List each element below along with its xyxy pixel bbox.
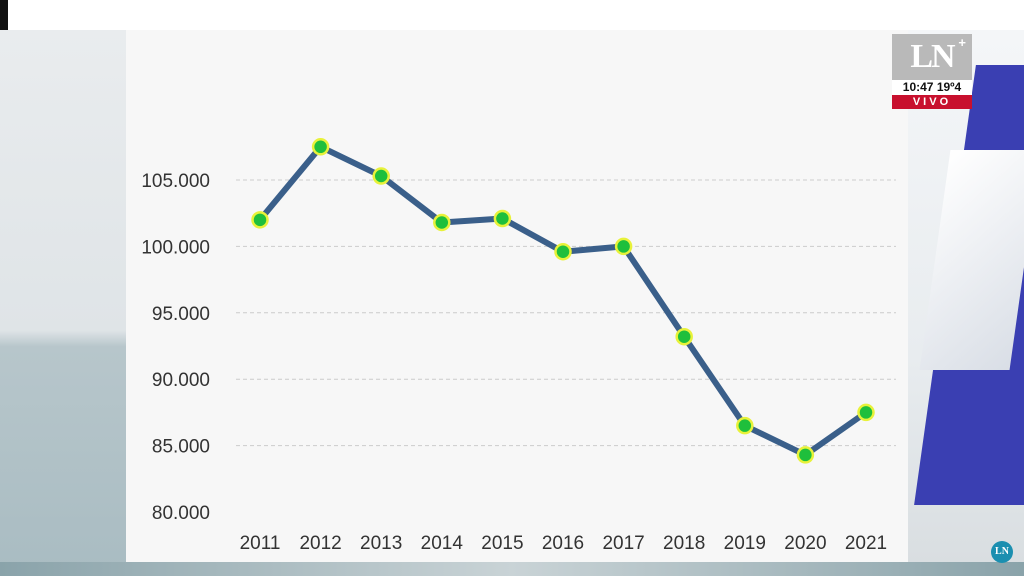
x-tick-label: 2011 [240, 533, 281, 554]
series-line [257, 143, 869, 458]
series-markers [251, 138, 875, 464]
data-point [796, 446, 815, 464]
y-tick-label: 85.000 [152, 437, 210, 458]
x-tick-label: 2012 [299, 533, 341, 554]
x-tick-label: 2020 [784, 533, 826, 554]
top-bar-edge [0, 0, 8, 30]
clock-time: 10:47 [902, 80, 934, 94]
data-point [736, 416, 754, 435]
studio-light-panel [919, 150, 1024, 370]
bottom-strip [0, 562, 1024, 576]
x-tick-label: 2018 [663, 533, 705, 554]
x-tick-label: 2015 [481, 533, 523, 554]
x-tick-label: 2014 [421, 533, 464, 554]
data-point [372, 167, 390, 185]
temperature: 19º4 [936, 80, 962, 94]
channel-logo-text: LN [910, 38, 955, 75]
x-tick-label: 2017 [602, 533, 644, 554]
data-point [251, 211, 269, 229]
data-point [433, 213, 451, 232]
chart-panel: 80.000 85.000 90.000 95.000 100.000 105.000 2… [126, 30, 908, 562]
y-tick-label: 95.000 [152, 304, 210, 325]
y-axis-ticks: 80.000 85.000 90.000 95.000 100.000 105.000 [141, 171, 210, 524]
line-chart: 80.000 85.000 90.000 95.000 100.000 105.000 2… [141, 138, 896, 554]
x-tick-label: 2016 [542, 533, 584, 554]
data-point [675, 327, 693, 346]
grid-lines [236, 179, 896, 447]
time-temperature: 10:47 19º4 [892, 80, 972, 95]
data-point [493, 209, 512, 228]
y-tick-label: 90.000 [152, 370, 210, 391]
channel-logo: LN + [892, 34, 972, 80]
y-tick-label: 100.000 [141, 237, 210, 258]
channel-logo-box: LN + 10:47 19º4 VIVO [892, 34, 972, 110]
studio-background-left [0, 30, 128, 576]
studio-background-right [905, 30, 1024, 576]
x-tick-label: 2013 [360, 533, 402, 554]
data-point [311, 138, 330, 156]
x-axis-ticks: 2011 2012 2013 2014 2015 2016 2017 2018 2019 2020… [240, 533, 888, 554]
y-tick-label: 105.000 [141, 171, 210, 192]
x-tick-label: 2021 [845, 533, 887, 554]
data-point [857, 403, 875, 422]
data-point [554, 242, 572, 261]
series-line-path [257, 143, 869, 458]
top-bar [0, 0, 1024, 30]
data-point [614, 237, 633, 256]
live-badge: VIVO [892, 95, 972, 109]
y-tick-label: 80.000 [152, 503, 210, 524]
x-tick-label: 2019 [724, 533, 766, 554]
channel-logo-plus: + [958, 35, 966, 50]
corner-logo: LN [991, 541, 1013, 563]
